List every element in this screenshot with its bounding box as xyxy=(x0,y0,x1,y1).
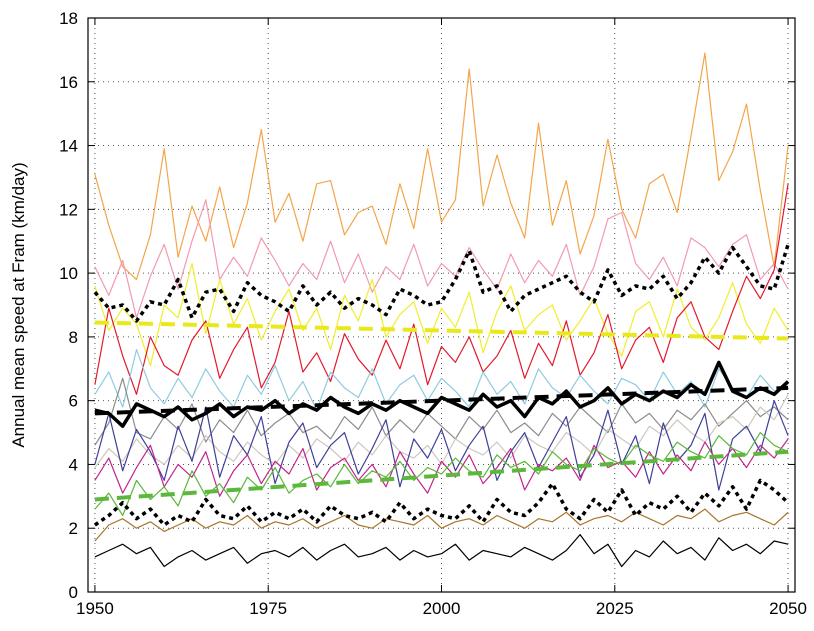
x-tick-label: 2050 xyxy=(769,599,807,618)
y-axis-label: Annual mean speed at Fram (km/day) xyxy=(9,162,28,447)
series-line xyxy=(93,243,790,323)
x-tick-label: 1975 xyxy=(249,599,287,618)
series-line xyxy=(94,385,789,416)
series-line xyxy=(94,349,789,411)
y-tick-label: 6 xyxy=(69,392,78,411)
series-line xyxy=(93,478,790,527)
series-line xyxy=(94,508,789,542)
plot-frame xyxy=(87,17,796,593)
series-line xyxy=(94,320,789,341)
series-line xyxy=(94,400,789,491)
x-tick-label: 2000 xyxy=(423,599,461,618)
y-tick-label: 4 xyxy=(69,455,78,474)
series-line xyxy=(94,534,789,568)
x-tick-label: 1950 xyxy=(76,599,114,618)
y-tick-label: 14 xyxy=(59,137,78,156)
series-line xyxy=(94,449,789,502)
series-line xyxy=(94,183,789,395)
y-tick-label: 10 xyxy=(59,264,78,283)
series-line xyxy=(94,52,789,281)
series-line xyxy=(94,377,789,446)
y-tick-label: 2 xyxy=(69,519,78,538)
x-tick-label: 2025 xyxy=(596,599,634,618)
series-line xyxy=(94,262,789,367)
series-line xyxy=(94,360,790,428)
y-tick-label: 8 xyxy=(69,328,78,347)
series-line xyxy=(94,199,789,319)
y-tick-label: 18 xyxy=(59,9,78,28)
y-tick-label: 0 xyxy=(69,583,78,602)
y-tick-label: 16 xyxy=(59,73,78,92)
series-line xyxy=(94,394,789,468)
y-tick-label: 12 xyxy=(59,200,78,219)
